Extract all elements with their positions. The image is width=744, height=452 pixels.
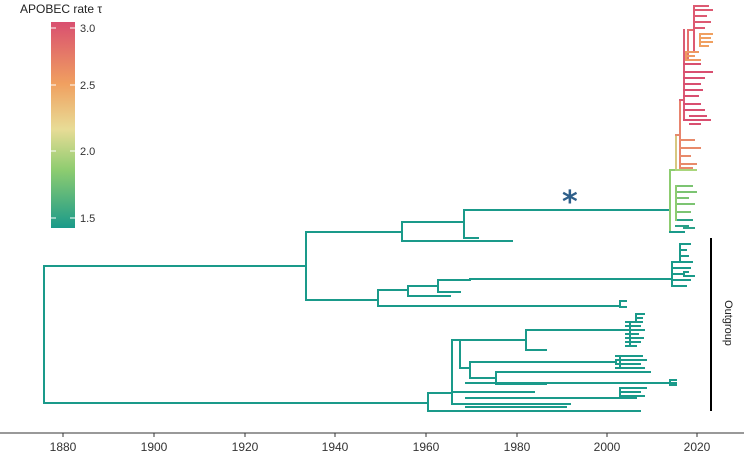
axis-tick-label-1920: 1920 [232, 440, 259, 452]
axis-tick-label-1880: 1880 [50, 440, 77, 452]
root-branch [43, 265, 429, 404]
legend-tick-label-2.0: 2.0 [80, 146, 95, 158]
legend-tick-label-3.0: 3.0 [80, 23, 95, 35]
axis-tick-label-1940: 1940 [322, 440, 349, 452]
axis-tick-label-1960: 1960 [413, 440, 440, 452]
outgroup-label: Outgroup [722, 300, 734, 346]
tree-branches [43, 209, 695, 412]
crown-clade [669, 5, 713, 233]
legend-colorbar [51, 22, 75, 228]
outgroup-branch [427, 392, 641, 412]
upper-clade-branch [305, 231, 403, 301]
axis-tick-label-1900: 1900 [141, 440, 168, 452]
axis-tick-label-2000: 2000 [594, 440, 621, 452]
legend-ticks [51, 27, 75, 219]
asterisk-marker: * [562, 185, 578, 220]
legend-title: APOBEC rate τ [20, 2, 102, 16]
axis-ticks [62, 433, 698, 437]
time-axis: 1880 1900 1920 1940 1960 1980 2000 2020 [0, 432, 744, 452]
axis-tick-label-1980: 1980 [504, 440, 531, 452]
axis-tick-label-2020: 2020 [684, 440, 711, 452]
legend-tick-label-2.5: 2.5 [80, 80, 95, 92]
legend: APOBEC rate τ 3.0 2.5 2.0 1.5 [20, 2, 102, 228]
outgroup-bracket: Outgroup [710, 238, 734, 411]
legend-tick-label-1.5: 1.5 [80, 213, 95, 225]
